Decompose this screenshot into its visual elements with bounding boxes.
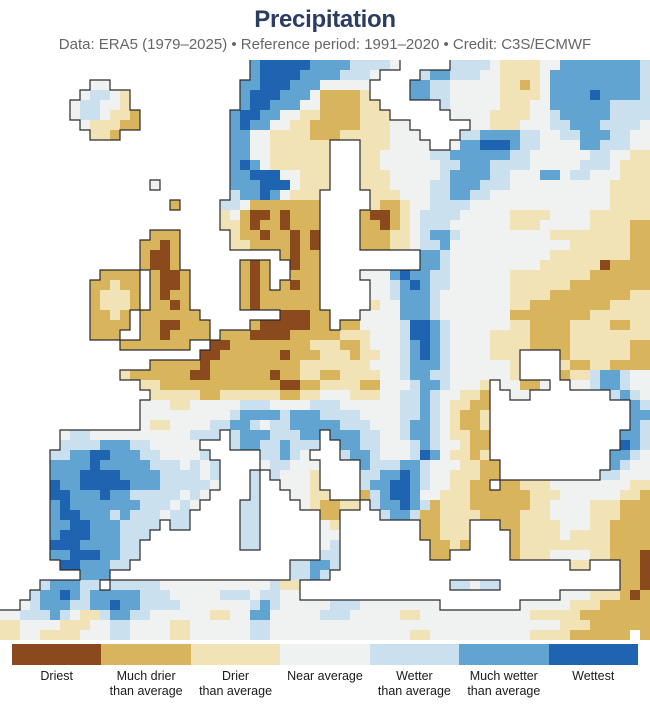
figure-header: Precipitation Data: ERA5 (1979–2025) • R… (0, 0, 650, 54)
legend-swatch-driest (12, 644, 102, 665)
map-canvas (0, 60, 650, 640)
legend-swatch-wetter (369, 644, 460, 665)
legend-label: Near average (287, 669, 363, 683)
legend-item-wettest: Wettest (548, 644, 638, 699)
legend-item-driest: Driest (12, 644, 102, 699)
figure-subtitle: Data: ERA5 (1979–2025) • Reference perio… (58, 36, 592, 53)
legend-label: Much wetter than average (467, 669, 541, 698)
legend-swatch-drier (190, 644, 281, 665)
legend-swatch-near-average (280, 644, 370, 665)
legend-label: Driest (40, 669, 74, 683)
legend-item-drier: Drier than average (190, 644, 281, 699)
legend-label: Drier than average (199, 669, 273, 698)
legend-item-much-drier: Much drier than average (101, 644, 191, 699)
legend-item-wetter: Wetter than average (369, 644, 460, 699)
legend-swatch-much-wetter (459, 644, 549, 665)
legend-item-near-average: Near average (280, 644, 370, 699)
figure-title: Precipitation (254, 6, 396, 33)
legend-swatch-wettest (548, 644, 638, 665)
legend-label: Wettest (572, 669, 615, 683)
legend-label: Much drier than average (109, 669, 183, 698)
legend-label: Wetter than average (377, 669, 451, 698)
legend-swatch-much-drier (101, 644, 191, 665)
legend: Driest Much drier than average Drier than … (12, 644, 638, 699)
europe-precipitation-map (0, 60, 650, 640)
legend-item-much-wetter: Much wetter than average (459, 644, 549, 699)
